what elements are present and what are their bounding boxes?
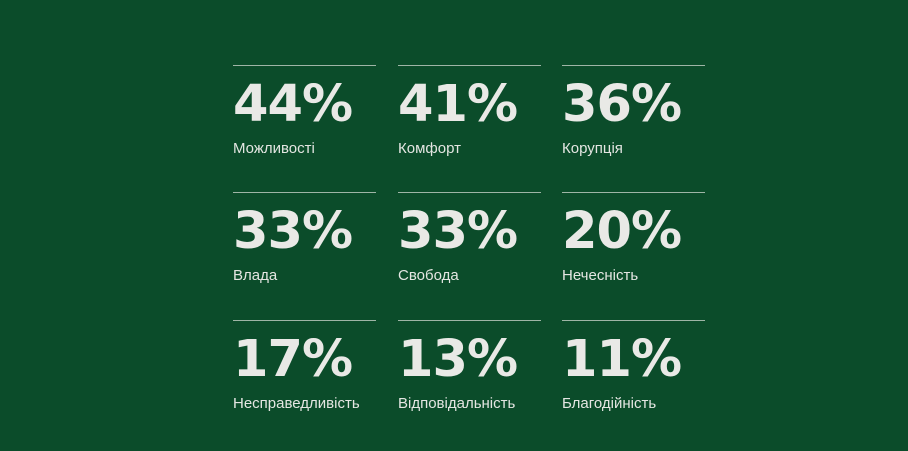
divider (562, 192, 705, 193)
stat-label: Корупція (562, 140, 623, 157)
stat-value: 44% (233, 75, 353, 134)
divider (233, 65, 376, 66)
stat-label: Благодійність (562, 395, 657, 412)
stat-card: 41% Комфорт (398, 65, 541, 185)
stat-card: 44% Можливості (233, 65, 376, 185)
stat-value: 33% (398, 202, 518, 261)
stat-value: 33% (233, 202, 353, 261)
stat-card: 36% Корупція (562, 65, 705, 185)
divider (398, 65, 541, 66)
stat-label: Несправедливість (233, 395, 360, 412)
stat-label: Свобода (398, 267, 459, 284)
stat-card: 33% Свобода (398, 192, 541, 312)
stat-value: 13% (398, 330, 518, 389)
stat-label: Можливості (233, 140, 315, 157)
stat-value: 41% (398, 75, 518, 134)
divider (562, 65, 705, 66)
stat-value: 11% (562, 330, 682, 389)
stat-card: 11% Благодійність (562, 320, 705, 440)
stat-card: 20% Нечесність (562, 192, 705, 312)
stat-value: 17% (233, 330, 353, 389)
stat-label: Нечесність (562, 267, 639, 284)
divider (233, 192, 376, 193)
divider (398, 320, 541, 321)
divider (398, 192, 541, 193)
stat-label: Відповідальність (398, 395, 516, 412)
stat-label: Влада (233, 267, 278, 284)
divider (562, 320, 705, 321)
stat-card: 17% Несправедливість (233, 320, 376, 440)
stat-value: 20% (562, 202, 682, 261)
stat-card: 33% Влада (233, 192, 376, 312)
divider (233, 320, 376, 321)
stat-value: 36% (562, 75, 682, 134)
stat-card: 13% Відповідальність (398, 320, 541, 440)
stat-label: Комфорт (398, 140, 461, 157)
